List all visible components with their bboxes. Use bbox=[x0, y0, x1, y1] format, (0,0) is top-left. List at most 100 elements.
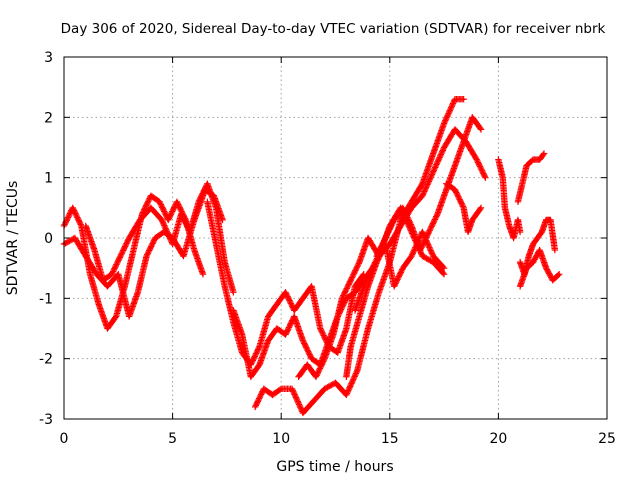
data-point bbox=[157, 201, 165, 208]
data-point bbox=[406, 218, 413, 225]
data-point bbox=[388, 220, 396, 228]
data-point bbox=[200, 187, 208, 194]
data-point bbox=[144, 199, 151, 206]
data-point bbox=[164, 229, 171, 236]
data-point bbox=[156, 198, 163, 205]
data-point bbox=[369, 264, 376, 272]
data-point bbox=[376, 245, 384, 253]
data-point bbox=[349, 377, 356, 384]
data-point bbox=[482, 174, 489, 181]
data-point bbox=[341, 289, 348, 296]
data-point bbox=[404, 214, 411, 221]
data-point bbox=[283, 291, 291, 299]
data-point bbox=[435, 157, 442, 164]
data-point bbox=[444, 113, 451, 120]
data-point bbox=[295, 401, 303, 408]
data-point bbox=[166, 233, 173, 241]
data-point bbox=[382, 233, 390, 240]
data-point bbox=[400, 206, 407, 213]
data-point bbox=[386, 225, 394, 232]
x-tick-label: 0 bbox=[60, 431, 69, 447]
data-point bbox=[347, 277, 354, 284]
data-point bbox=[438, 149, 445, 157]
data-point bbox=[114, 258, 121, 265]
data-point bbox=[345, 385, 353, 393]
data-point bbox=[346, 278, 354, 285]
data-point bbox=[392, 280, 399, 287]
data-point bbox=[76, 218, 83, 225]
data-point bbox=[255, 395, 263, 402]
data-point bbox=[283, 329, 290, 337]
data-point bbox=[317, 363, 324, 371]
data-point bbox=[111, 264, 119, 271]
data-point bbox=[361, 280, 369, 287]
data-point bbox=[443, 114, 450, 121]
data-point bbox=[459, 203, 467, 210]
data-point bbox=[363, 276, 371, 283]
data-point bbox=[380, 238, 387, 246]
data-point bbox=[340, 290, 348, 298]
data-point bbox=[159, 218, 166, 225]
data-point bbox=[142, 203, 149, 211]
data-point bbox=[196, 197, 203, 204]
data-point bbox=[316, 365, 324, 372]
data-point bbox=[385, 227, 392, 235]
data-point bbox=[417, 245, 425, 252]
data-point bbox=[249, 357, 256, 364]
data-point bbox=[422, 235, 429, 243]
data-point bbox=[420, 239, 427, 247]
data-point bbox=[318, 361, 326, 368]
data-point bbox=[178, 210, 185, 218]
data-point bbox=[305, 349, 313, 357]
data-point bbox=[419, 228, 426, 236]
data-point bbox=[71, 208, 78, 216]
data-point bbox=[124, 237, 132, 244]
data-point bbox=[453, 189, 460, 196]
data-point bbox=[118, 250, 126, 257]
data-point bbox=[169, 208, 176, 215]
data-point bbox=[353, 264, 360, 271]
data-point bbox=[420, 189, 427, 197]
data-point bbox=[230, 289, 237, 296]
data-point bbox=[369, 263, 377, 270]
data-point bbox=[449, 101, 456, 109]
data-point bbox=[410, 247, 418, 254]
data-point bbox=[290, 388, 297, 395]
data-point bbox=[421, 238, 428, 245]
data-point bbox=[285, 296, 293, 303]
data-point bbox=[70, 206, 77, 213]
data-point bbox=[297, 405, 305, 412]
data-point bbox=[381, 236, 388, 243]
data-point bbox=[340, 292, 347, 299]
data-point bbox=[350, 374, 358, 382]
data-point bbox=[431, 164, 439, 171]
data-point bbox=[457, 197, 464, 205]
x-tick-label: 5 bbox=[168, 431, 177, 447]
data-point bbox=[445, 110, 452, 117]
data-point bbox=[160, 206, 167, 214]
data-point bbox=[368, 266, 375, 273]
series-4 bbox=[204, 198, 367, 368]
data-point bbox=[478, 167, 486, 174]
data-point bbox=[197, 194, 204, 201]
data-point bbox=[348, 274, 356, 281]
y-tick-label: 2 bbox=[44, 110, 53, 126]
data-point bbox=[72, 211, 80, 218]
data-point bbox=[459, 201, 466, 209]
data-point bbox=[292, 394, 300, 401]
data-point bbox=[397, 269, 405, 276]
data-point bbox=[119, 247, 127, 254]
data-point bbox=[141, 205, 149, 212]
data-point bbox=[257, 392, 264, 399]
data-point bbox=[145, 248, 152, 256]
data-point bbox=[439, 147, 447, 154]
data-point bbox=[426, 175, 434, 182]
data-point bbox=[165, 215, 173, 222]
data-point bbox=[160, 220, 167, 228]
data-point bbox=[422, 185, 429, 192]
data-point bbox=[449, 100, 457, 107]
data-point bbox=[405, 217, 413, 224]
data-point bbox=[431, 165, 438, 172]
data-point bbox=[283, 328, 291, 335]
